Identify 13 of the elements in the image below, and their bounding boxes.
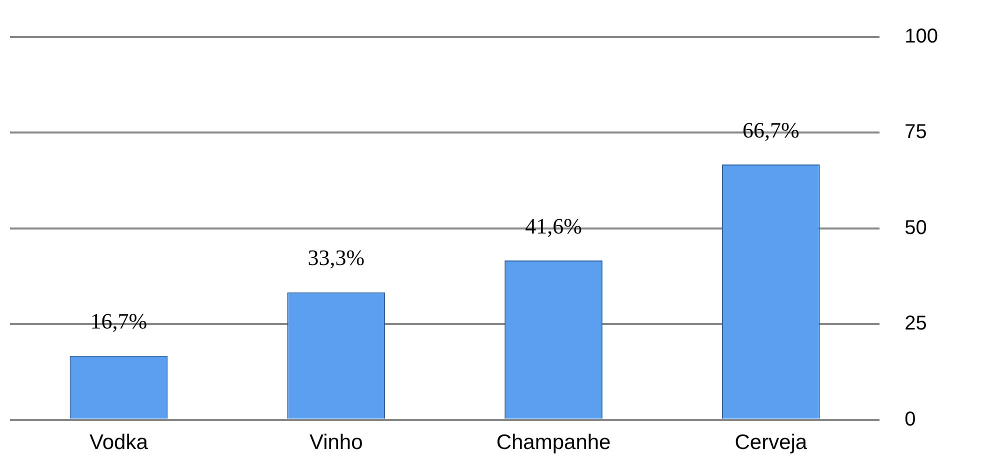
data-label: 33,3% — [308, 245, 365, 270]
x-tick-label: Champanhe — [496, 431, 611, 454]
data-label: 41,6% — [525, 213, 582, 238]
data-label: 16,7% — [90, 308, 148, 334]
x-tick-label: Vinho — [309, 431, 363, 454]
y-tick-label: 75 — [904, 121, 927, 144]
x-tick-label: Cerveja — [734, 431, 808, 454]
y-tick-label: 50 — [904, 216, 927, 239]
x-tick-label: Vodka — [90, 431, 148, 454]
data-label: 66,7% — [742, 117, 800, 142]
y-tick-label: 100 — [904, 26, 938, 48]
y-tick-label: 25 — [904, 312, 927, 335]
y-tick-label: 0 — [904, 408, 916, 430]
